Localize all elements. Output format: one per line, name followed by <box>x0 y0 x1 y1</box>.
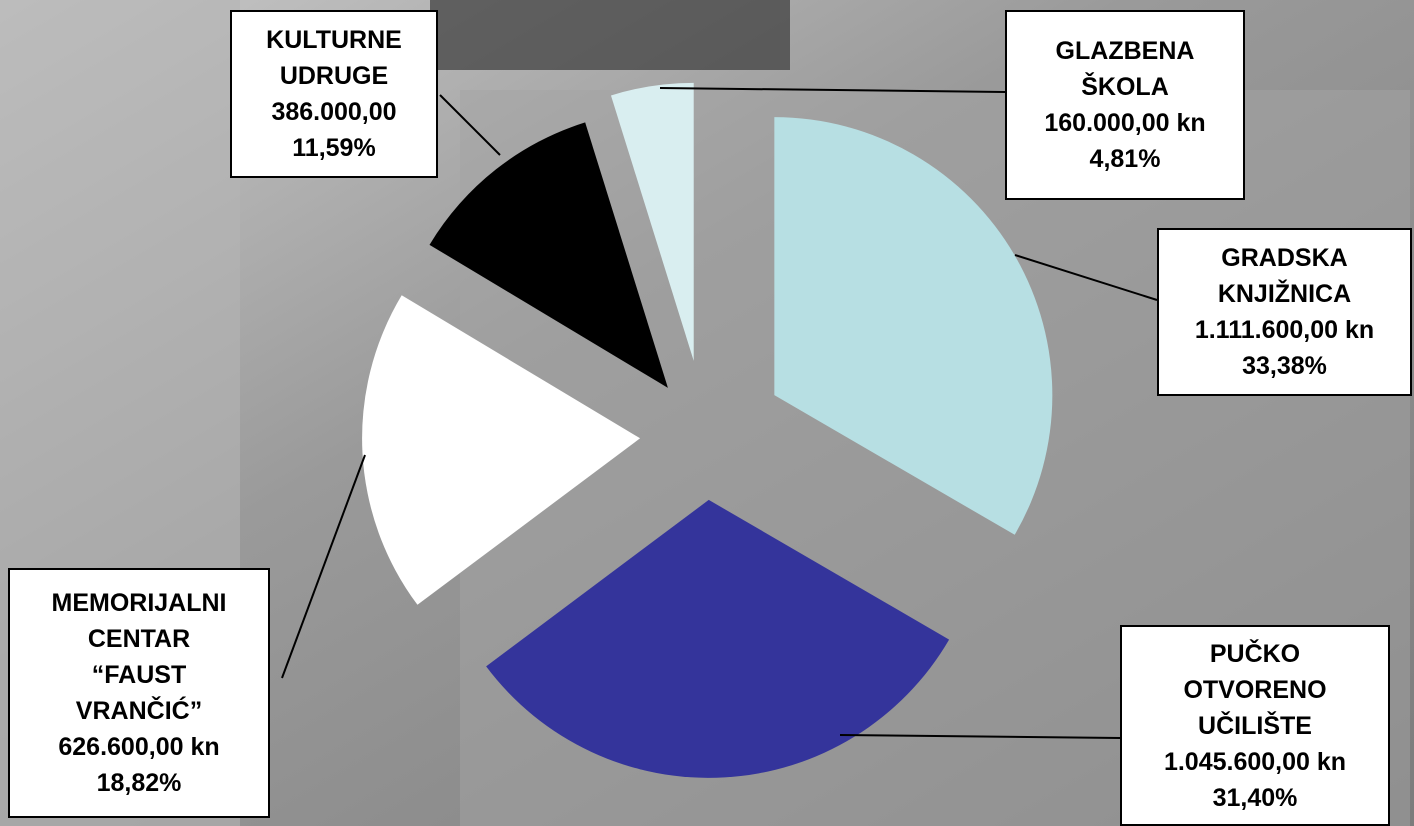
category-label: PUČKO OTVORENO UČILIŠTE <box>1183 639 1327 740</box>
pie-slice <box>362 295 641 605</box>
amount-label: 386.000,00 <box>271 98 397 126</box>
amount-label: 626.600,00 kn <box>58 733 220 761</box>
leader-line <box>439 94 501 156</box>
amount-label: 1.111.600,00 kn <box>1194 316 1375 344</box>
value-label: 31,40% <box>1212 783 1298 812</box>
amount-label: 1.045.600,00 kn <box>1163 747 1347 776</box>
category-label: MEMORIJALNI CENTAR “FAUST VRANČIĆ” <box>51 589 227 725</box>
leader-line <box>659 87 1006 93</box>
value-label: 4,81% <box>1089 145 1161 173</box>
category-label: KULTURNE UDRUGE <box>266 26 402 90</box>
data-label-box: KULTURNE UDRUGE 386.000,00 11,59% <box>230 10 438 178</box>
leader-line <box>281 454 366 679</box>
pie-slice <box>429 122 668 388</box>
leader-line <box>839 734 1121 739</box>
pie-slice <box>774 117 1053 535</box>
pie-slice <box>610 82 694 361</box>
amount-label: 160.000,00 kn <box>1044 109 1206 137</box>
value-label: 18,82% <box>96 769 182 797</box>
leader-line <box>1014 254 1158 301</box>
value-label: 11,59% <box>292 134 376 162</box>
photo-window <box>430 0 790 70</box>
pie-slice <box>486 499 950 778</box>
data-label-box: GRADSKA KNJIŽNICA 1.111.600,00 kn 33,38% <box>1157 228 1412 396</box>
category-label: GLAZBENA ŠKOLA <box>1055 37 1195 101</box>
value-label: 33,38% <box>1242 352 1327 380</box>
data-label-box: GLAZBENA ŠKOLA 160.000,00 kn 4,81% <box>1005 10 1245 200</box>
data-label-box: PUČKO OTVORENO UČILIŠTE 1.045.600,00 kn 31… <box>1120 625 1390 826</box>
data-label-box: MEMORIJALNI CENTAR “FAUST VRANČIĆ” 626.60… <box>8 568 270 818</box>
category-label: GRADSKA KNJIŽNICA <box>1217 244 1352 308</box>
